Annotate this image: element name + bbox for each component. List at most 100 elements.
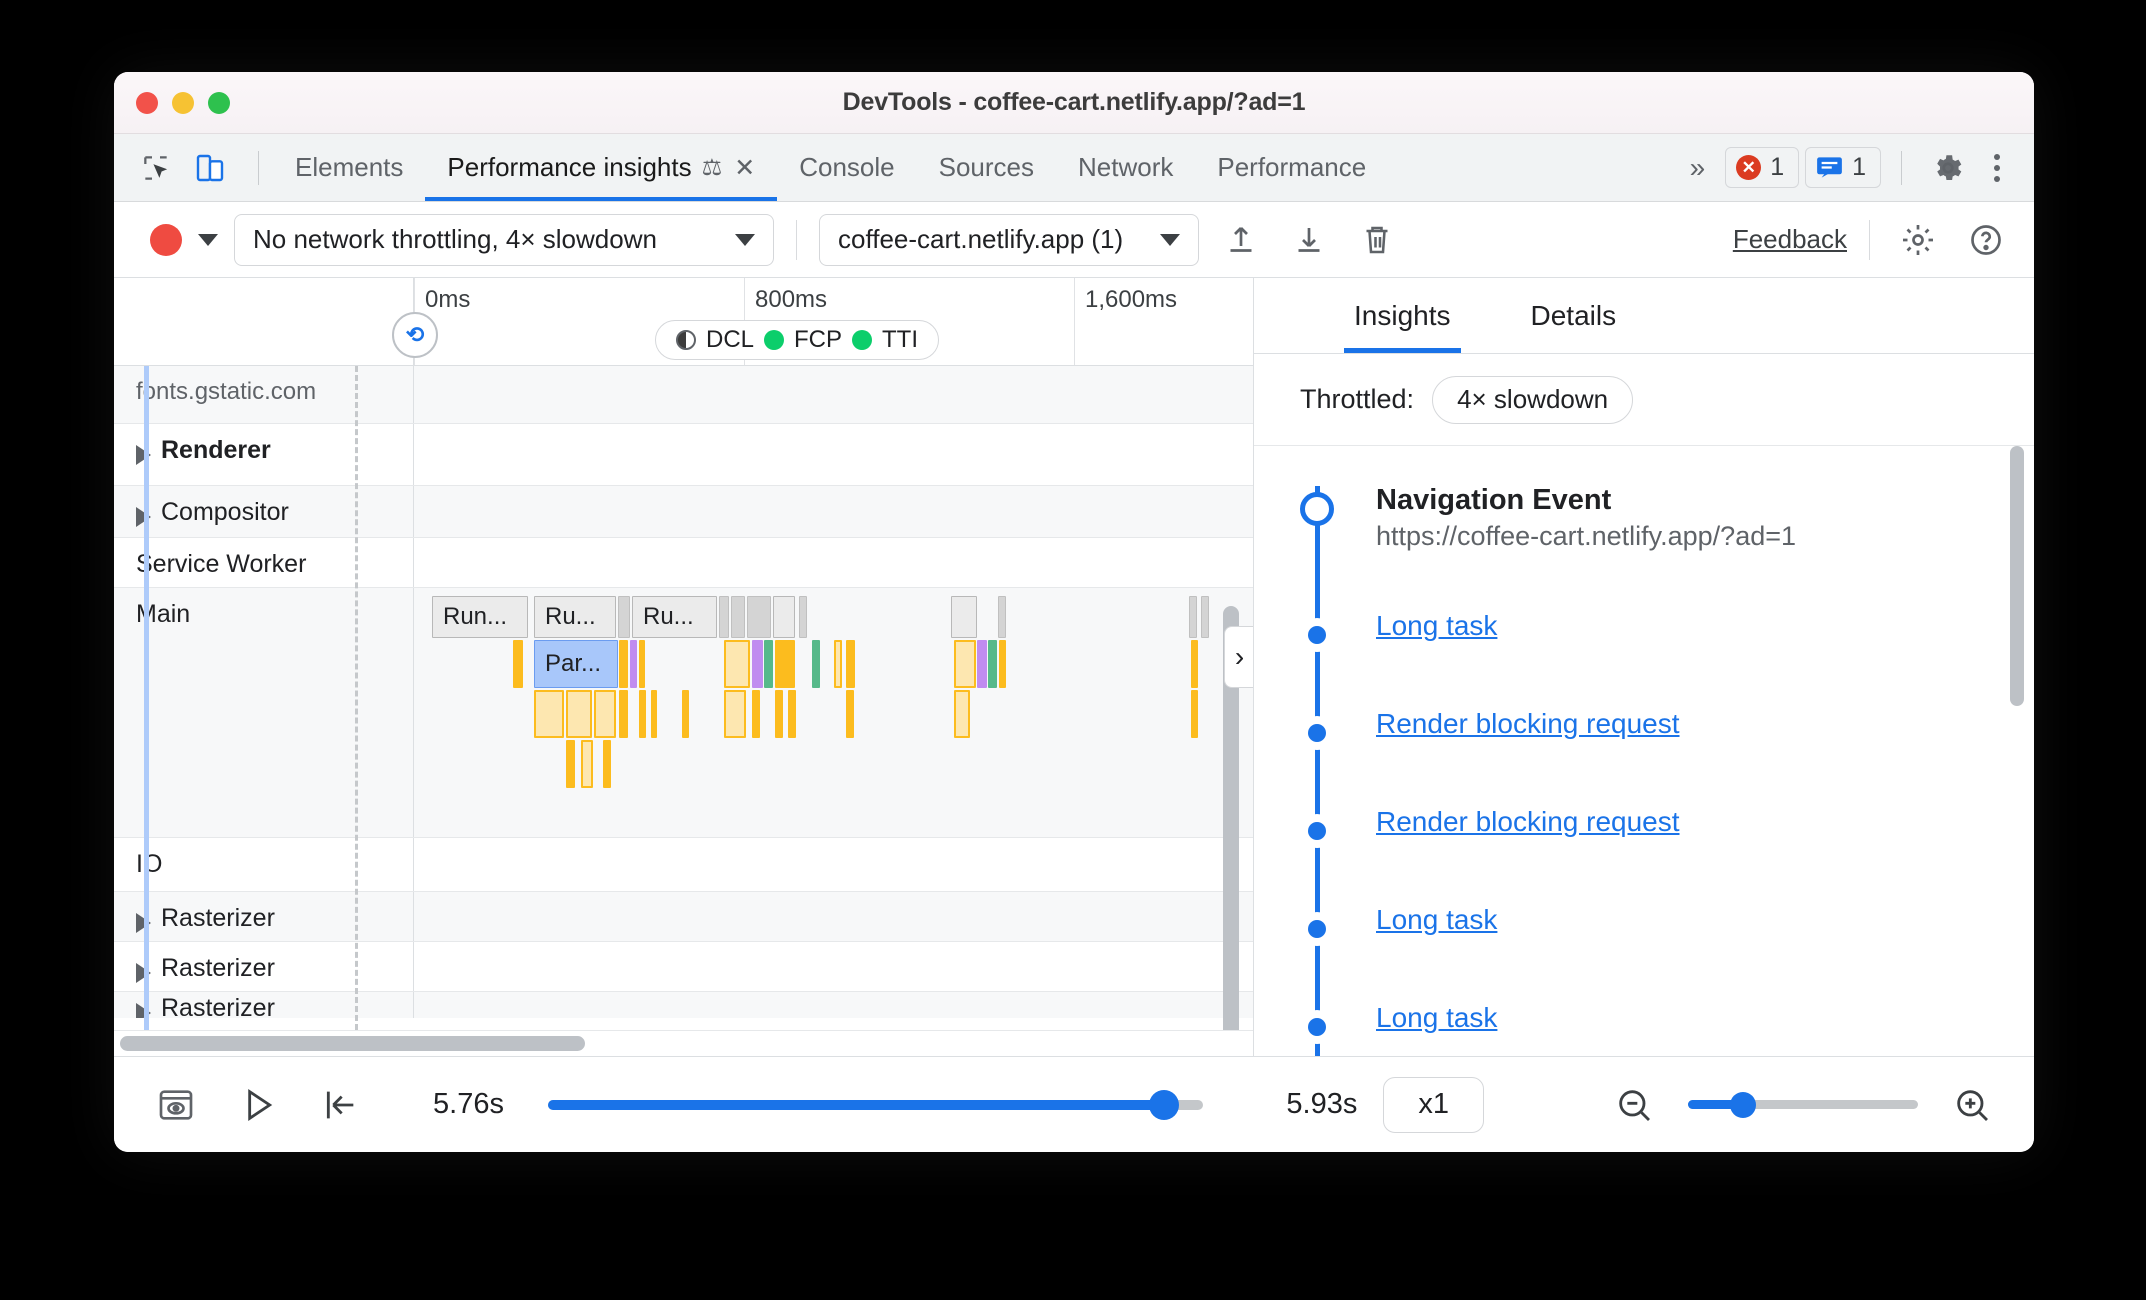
playhead-marker[interactable] bbox=[144, 366, 149, 1030]
zoom-slider[interactable] bbox=[1688, 1091, 1918, 1118]
network-throttling-select[interactable]: No network throttling, 4× slowdown bbox=[234, 213, 774, 266]
timeline-markers[interactable]: DCL FCP TTI bbox=[655, 320, 940, 360]
track-row-network[interactable]: fonts.gstatic.com bbox=[114, 366, 1253, 424]
flame-script-block[interactable] bbox=[724, 640, 750, 688]
tab-console[interactable]: Console bbox=[777, 134, 916, 201]
flame-selected-block[interactable]: Par... bbox=[534, 640, 618, 688]
upload-icon[interactable] bbox=[1215, 214, 1267, 266]
flame-script-block[interactable] bbox=[954, 690, 970, 738]
gear-icon[interactable] bbox=[1928, 148, 1968, 188]
help-icon[interactable] bbox=[1960, 214, 2012, 266]
track-row-io[interactable]: IO bbox=[114, 838, 1253, 892]
flame-script-block[interactable] bbox=[1191, 640, 1198, 688]
play-icon[interactable] bbox=[230, 1077, 286, 1133]
flame-script-block[interactable] bbox=[651, 690, 657, 738]
message-badge[interactable]: 1 bbox=[1805, 147, 1881, 188]
flame-task-block[interactable] bbox=[719, 596, 729, 638]
kebab-menu-icon[interactable] bbox=[1980, 153, 2014, 182]
flame-task-block[interactable] bbox=[618, 596, 630, 638]
flame-task-block[interactable] bbox=[951, 596, 977, 638]
close-icon[interactable]: ✕ bbox=[734, 153, 756, 182]
track-row-main[interactable]: Main Run... Ru... Ru... bbox=[114, 588, 1253, 838]
jump-to-start-icon[interactable] bbox=[312, 1077, 368, 1133]
inspect-element-icon[interactable] bbox=[136, 148, 176, 188]
flame-script-block[interactable] bbox=[788, 690, 796, 738]
flame-script-block[interactable] bbox=[594, 690, 616, 738]
navigation-event-row[interactable]: Navigation Event https://coffee-cart.net… bbox=[1300, 484, 2034, 564]
record-options-chevron-down-icon[interactable] bbox=[198, 233, 218, 246]
navigation-marker-icon[interactable]: ⟲ bbox=[392, 312, 438, 358]
more-tabs-icon[interactable]: » bbox=[1689, 151, 1706, 183]
flame-parse-block[interactable] bbox=[752, 640, 763, 688]
track-row-rasterizer-3[interactable]: Rasterizer bbox=[114, 992, 1253, 1018]
flame-script-block[interactable] bbox=[682, 690, 689, 738]
flame-script-block[interactable] bbox=[775, 640, 795, 688]
list-item[interactable]: Render blocking request bbox=[1300, 708, 2034, 788]
minimize-window-button[interactable] bbox=[172, 91, 194, 114]
list-item[interactable]: Render blocking request bbox=[1300, 806, 2034, 886]
flame-script-block[interactable] bbox=[619, 690, 628, 738]
flame-script-block[interactable] bbox=[566, 690, 592, 738]
page-select[interactable]: coffee-cart.netlify.app (1) bbox=[819, 213, 1199, 266]
download-icon[interactable] bbox=[1283, 214, 1335, 266]
list-item[interactable]: Long task bbox=[1300, 904, 2034, 984]
flame-task-block[interactable]: Ru... bbox=[534, 596, 616, 638]
flame-script-block[interactable] bbox=[724, 690, 746, 738]
flame-task-block[interactable]: Run... bbox=[432, 596, 528, 638]
flame-script-block[interactable] bbox=[775, 690, 783, 738]
flame-script-block[interactable] bbox=[1191, 690, 1198, 738]
flame-task-block[interactable] bbox=[799, 596, 807, 638]
insight-link[interactable]: Long task bbox=[1376, 904, 1498, 935]
scrollbar-thumb[interactable] bbox=[120, 1036, 585, 1051]
tab-sources[interactable]: Sources bbox=[917, 134, 1056, 201]
main-flame-chart[interactable]: Run... Ru... Ru... bbox=[414, 588, 1253, 837]
track-row-rasterizer-1[interactable]: Rasterizer bbox=[114, 892, 1253, 942]
flame-script-block[interactable] bbox=[513, 640, 523, 688]
trash-icon[interactable] bbox=[1351, 214, 1403, 266]
zoom-thumb[interactable] bbox=[1730, 1091, 1757, 1118]
flame-paint-block[interactable] bbox=[988, 640, 997, 688]
insight-link[interactable]: Render blocking request bbox=[1376, 708, 1680, 739]
gear-icon[interactable] bbox=[1892, 214, 1944, 266]
track-row-compositor[interactable]: Compositor bbox=[114, 486, 1253, 538]
chevron-right-icon[interactable]: › bbox=[1224, 626, 1253, 688]
playback-speed-chip[interactable]: x1 bbox=[1383, 1076, 1484, 1133]
flame-task-block[interactable] bbox=[731, 596, 745, 638]
insight-link[interactable]: Long task bbox=[1376, 1002, 1498, 1033]
zoom-out-icon[interactable] bbox=[1606, 1077, 1662, 1133]
tab-network[interactable]: Network bbox=[1056, 134, 1195, 201]
feedback-link[interactable]: Feedback bbox=[1732, 224, 1847, 254]
timeline-vertical-scrollbar[interactable] bbox=[1223, 606, 1239, 1030]
flame-task-block[interactable] bbox=[1189, 596, 1197, 638]
flame-script-block[interactable] bbox=[752, 690, 760, 738]
flame-script-block[interactable] bbox=[581, 740, 593, 788]
flame-script-block[interactable] bbox=[954, 640, 976, 688]
flame-script-block[interactable] bbox=[999, 640, 1006, 688]
flame-script-block[interactable] bbox=[639, 690, 646, 738]
timeline-horizontal-scrollbar[interactable] bbox=[114, 1030, 1253, 1056]
flame-paint-block[interactable] bbox=[764, 640, 773, 688]
flame-task-block[interactable]: Ru... bbox=[632, 596, 717, 638]
record-button[interactable] bbox=[150, 223, 182, 256]
flame-task-block[interactable] bbox=[1201, 596, 1209, 638]
flame-script-block[interactable] bbox=[846, 640, 855, 688]
track-row-renderer[interactable]: Renderer bbox=[114, 424, 1253, 486]
list-item[interactable]: Long task bbox=[1300, 610, 2034, 690]
zoom-in-icon[interactable] bbox=[1944, 1077, 2000, 1133]
insight-link[interactable]: Render blocking request bbox=[1376, 806, 1680, 837]
insight-link[interactable]: Long task bbox=[1376, 610, 1498, 641]
tab-elements[interactable]: Elements bbox=[273, 134, 425, 201]
close-window-button[interactable] bbox=[136, 91, 158, 114]
maximize-window-button[interactable] bbox=[208, 91, 230, 114]
device-toolbar-icon[interactable] bbox=[190, 148, 230, 188]
error-badge[interactable]: ✕ 1 bbox=[1725, 147, 1800, 188]
flame-script-block[interactable] bbox=[846, 690, 854, 738]
flame-script-block[interactable] bbox=[639, 640, 645, 688]
flame-paint-block[interactable] bbox=[812, 640, 820, 688]
flame-parse-block[interactable] bbox=[977, 640, 987, 688]
tab-performance[interactable]: Performance bbox=[1195, 134, 1388, 201]
list-item[interactable]: Long task bbox=[1300, 1002, 2034, 1056]
tab-details[interactable]: Details bbox=[1521, 278, 1627, 353]
throttled-value-chip[interactable]: 4× slowdown bbox=[1432, 375, 1634, 424]
flame-script-block[interactable] bbox=[603, 740, 611, 788]
